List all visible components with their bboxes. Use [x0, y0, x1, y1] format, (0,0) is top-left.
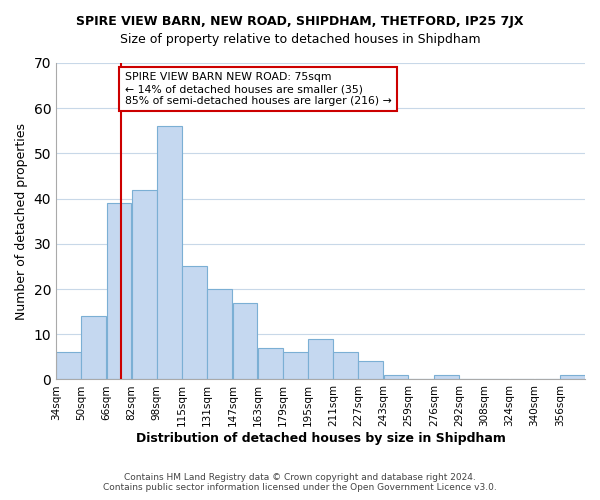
Bar [383, 375, 409, 380]
Bar [157, 126, 182, 380]
Bar [308, 339, 333, 380]
Text: Size of property relative to detached houses in Shipdham: Size of property relative to detached ho… [119, 32, 481, 46]
Y-axis label: Number of detached properties: Number of detached properties [15, 122, 28, 320]
Bar [560, 375, 585, 380]
Bar [334, 352, 358, 380]
Text: SPIRE VIEW BARN NEW ROAD: 75sqm
← 14% of detached houses are smaller (35)
85% of: SPIRE VIEW BARN NEW ROAD: 75sqm ← 14% of… [125, 72, 392, 106]
Text: Contains HM Land Registry data © Crown copyright and database right 2024.
Contai: Contains HM Land Registry data © Crown c… [103, 473, 497, 492]
X-axis label: Distribution of detached houses by size in Shipdham: Distribution of detached houses by size … [136, 432, 505, 445]
Bar [132, 190, 157, 380]
Bar [283, 352, 308, 380]
Bar [182, 266, 207, 380]
Bar [358, 362, 383, 380]
Bar [233, 302, 257, 380]
Bar [258, 348, 283, 380]
Bar [82, 316, 106, 380]
Bar [434, 375, 459, 380]
Bar [208, 289, 232, 380]
Bar [107, 203, 131, 380]
Bar [56, 352, 81, 380]
Text: SPIRE VIEW BARN, NEW ROAD, SHIPDHAM, THETFORD, IP25 7JX: SPIRE VIEW BARN, NEW ROAD, SHIPDHAM, THE… [76, 15, 524, 28]
